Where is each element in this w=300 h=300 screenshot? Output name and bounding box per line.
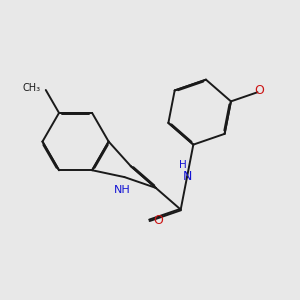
- Text: H: H: [179, 160, 187, 170]
- Text: O: O: [153, 214, 163, 227]
- Text: CH₃: CH₃: [23, 83, 41, 93]
- Text: O: O: [254, 84, 264, 97]
- Text: N: N: [182, 170, 192, 183]
- Text: NH: NH: [113, 185, 130, 195]
